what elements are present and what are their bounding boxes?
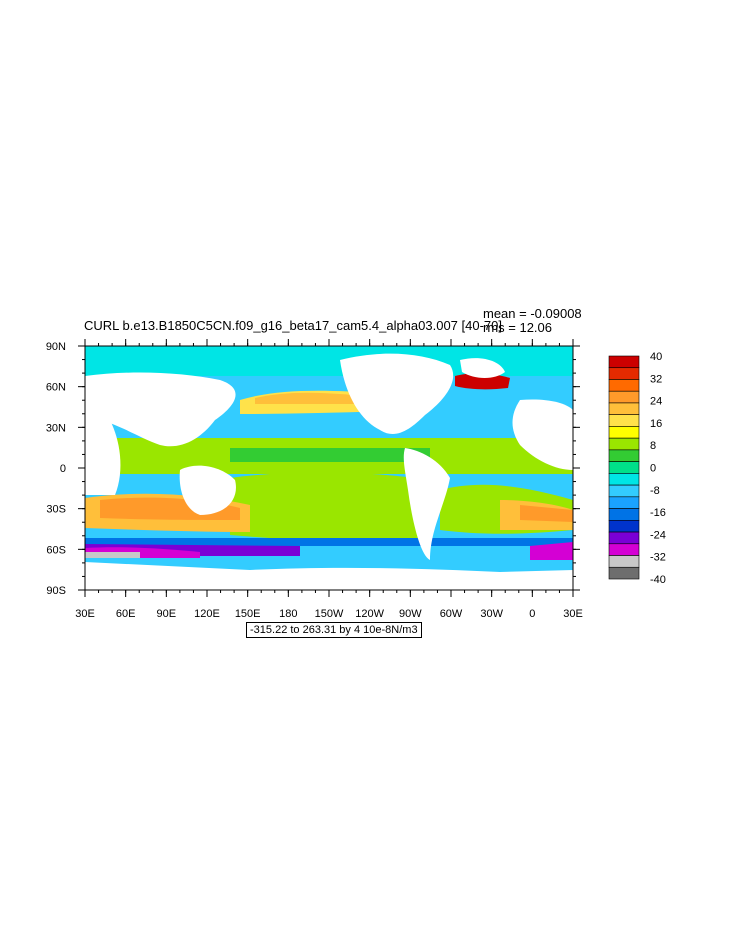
- colorbar-swatch: [608, 543, 640, 556]
- lon-label: 30E: [75, 608, 95, 620]
- lon-label: 180: [279, 608, 297, 620]
- lon-label: 120E: [194, 608, 220, 620]
- colorbar-label: -16: [650, 507, 666, 519]
- colorbar-swatch: [608, 473, 640, 486]
- colorbar-swatch: [608, 414, 640, 427]
- lat-label: 60S: [46, 544, 66, 556]
- lon-label: 30W: [480, 608, 503, 620]
- colorbar-swatch: [608, 566, 640, 580]
- lon-label: 120W: [355, 608, 384, 620]
- axis-ticks: [78, 339, 580, 597]
- colorbar-label: 32: [650, 373, 662, 385]
- colorbar-swatch: [608, 379, 640, 392]
- colorbar-swatch: [608, 426, 640, 439]
- lon-label: 150E: [235, 608, 261, 620]
- lon-label: 90W: [399, 608, 422, 620]
- longitude-labels: 30E 60E 90E 120E 150E 180 150W 120W 90W 60W 30W 0 30…: [75, 608, 583, 620]
- ocean-field: [85, 346, 573, 590]
- lat-label: 0: [60, 463, 66, 475]
- lat-label: 30N: [46, 422, 66, 434]
- colorbar-swatch: [608, 496, 640, 509]
- colorbar-swatch: [608, 484, 640, 498]
- lon-label: 150W: [315, 608, 344, 620]
- plot-title: CURL b.e13.B1850C5CN.f09_g16_beta17_cam5…: [84, 318, 502, 333]
- rms-stat: rms = 12.06: [483, 320, 553, 335]
- colorbar-label: 0: [650, 463, 656, 475]
- lon-label: 60W: [440, 608, 463, 620]
- colorbar-label: 24: [650, 396, 662, 408]
- colorbar-label: -40: [650, 574, 666, 586]
- colorbar: [608, 355, 640, 580]
- lat-label: 90S: [46, 585, 66, 597]
- lat-label: 30S: [46, 504, 66, 516]
- colorbar-label: 40: [650, 351, 662, 363]
- lat-label: 60N: [46, 382, 66, 394]
- lon-label: 60E: [116, 608, 136, 620]
- mean-stat: mean = -0.09008: [483, 306, 582, 321]
- colorbar-label: 16: [650, 418, 662, 430]
- colorbar-swatch: [608, 355, 640, 369]
- colorbar-swatch: [608, 367, 640, 380]
- colorbar-label: -24: [650, 529, 666, 541]
- lon-label: 90E: [157, 608, 177, 620]
- colorbar-swatch: [608, 390, 640, 404]
- latitude-labels: 90N 60N 30N 0 30S 60S 90S: [46, 341, 66, 597]
- colorbar-label: -8: [650, 485, 660, 497]
- colorbar-swatch: [608, 449, 640, 462]
- colorbar-swatch: [608, 461, 640, 474]
- colorbar-label: 8: [650, 440, 656, 452]
- colorbar-labels: 40 32 24 16 8 0 -8 -16 -24 -32 -40: [650, 351, 666, 586]
- colorbar-swatch: [608, 508, 640, 521]
- colorbar-swatch: [608, 402, 640, 415]
- colorbar-swatch: [608, 437, 640, 451]
- colorbar-label: -32: [650, 552, 666, 564]
- colorbar-swatch: [608, 520, 640, 533]
- lon-label: 0: [529, 608, 535, 620]
- colorbar-swatch: [608, 555, 640, 568]
- colorbar-swatch: [608, 531, 640, 545]
- lon-label: 30E: [563, 608, 583, 620]
- lat-label: 90N: [46, 341, 66, 353]
- contour-info-box: -315.22 to 263.31 by 4 10e-8N/m3: [246, 622, 422, 638]
